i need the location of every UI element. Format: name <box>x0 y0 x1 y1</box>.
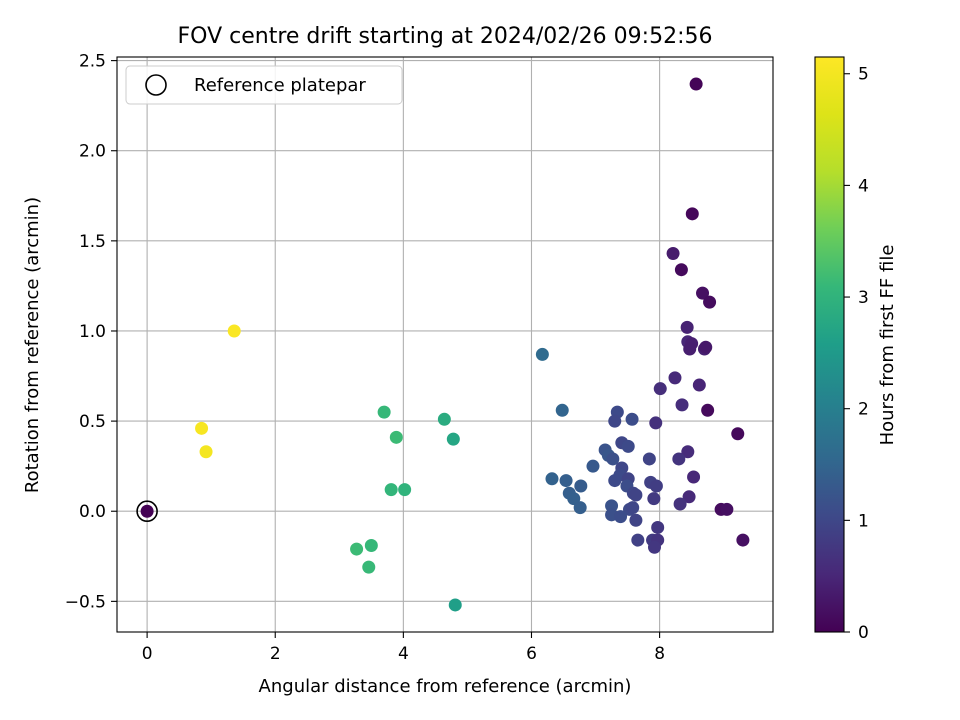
data-point <box>377 405 391 419</box>
reference-point-fill <box>140 504 154 518</box>
plot-frame <box>116 56 774 633</box>
data-point <box>446 432 460 446</box>
colorbar-tick-label: 4 <box>858 176 869 196</box>
data-point <box>682 490 696 504</box>
data-point <box>364 538 378 552</box>
data-point <box>384 483 398 497</box>
data-point <box>605 499 619 513</box>
colorbar-tick-label: 5 <box>858 65 869 85</box>
colorbar-tick-label: 0 <box>858 623 869 643</box>
legend: Reference platepar <box>125 65 403 105</box>
data-point <box>621 439 635 453</box>
y-tick-label: 0.5 <box>79 412 106 432</box>
data-point <box>668 371 682 385</box>
data-point <box>199 445 213 459</box>
y-tick-label: −0.5 <box>65 592 106 612</box>
data-point <box>398 483 412 497</box>
x-tick-label: 2 <box>270 644 281 664</box>
data-point <box>389 430 403 444</box>
x-tick-label: 8 <box>654 644 665 664</box>
y-axis-ticks: −0.5 0.0 0.5 1.0 1.5 2.0 2.5 <box>65 52 117 612</box>
data-point <box>649 479 663 493</box>
x-tick-label: 4 <box>398 644 409 664</box>
colorbar-tick-label: 3 <box>858 288 869 308</box>
y-tick-label: 2.0 <box>79 142 106 162</box>
data-point <box>448 598 462 612</box>
data-point <box>350 542 364 556</box>
data-point <box>680 320 694 334</box>
data-point <box>608 474 622 488</box>
y-tick-label: 0.0 <box>79 502 106 522</box>
data-point <box>687 470 701 484</box>
data-point <box>437 412 451 426</box>
data-point <box>586 459 600 473</box>
y-axis-label: Rotation from reference (arcmin) <box>22 197 43 493</box>
data-point <box>647 492 661 506</box>
data-point <box>608 414 622 428</box>
data-point <box>642 452 656 466</box>
legend-box <box>125 65 403 105</box>
data-point <box>362 560 376 574</box>
data-point <box>720 502 734 516</box>
data-point <box>699 340 713 354</box>
data-point <box>651 520 665 534</box>
data-point <box>701 403 715 417</box>
data-point <box>629 488 643 502</box>
data-point <box>673 497 687 511</box>
data-point <box>666 246 680 260</box>
data-point <box>574 479 588 493</box>
data-point <box>692 378 706 392</box>
x-tick-label: 0 <box>142 644 153 664</box>
data-point <box>653 382 667 396</box>
grid <box>117 57 773 632</box>
data-markers <box>136 77 750 612</box>
data-point <box>731 427 745 441</box>
data-point <box>672 452 686 466</box>
x-axis-label: Angular distance from reference (arcmin) <box>259 676 632 697</box>
y-tick-label: 1.5 <box>79 232 106 252</box>
data-point <box>545 472 559 486</box>
legend-marker-reference <box>145 74 167 96</box>
x-tick-label: 6 <box>526 644 537 664</box>
data-point <box>626 501 640 515</box>
data-point <box>567 492 581 506</box>
data-point <box>629 513 643 527</box>
colorbar <box>814 56 845 633</box>
colorbar-label: Hours from first FF file <box>877 245 898 446</box>
data-point <box>683 342 697 356</box>
data-point <box>631 533 645 547</box>
data-point <box>625 412 639 426</box>
x-axis-ticks: 0 2 4 6 8 <box>142 632 665 664</box>
y-tick-label: 2.5 <box>79 52 106 72</box>
chart-title: FOV centre drift starting at 2024/02/26 … <box>178 24 713 49</box>
colorbar-ticks: 0 1 2 3 4 5 <box>844 65 869 643</box>
data-point <box>559 474 573 488</box>
data-point <box>555 403 569 417</box>
data-point <box>614 510 628 524</box>
y-tick-label: 1.0 <box>79 322 106 342</box>
reference-point-ring <box>136 500 158 523</box>
data-point <box>685 207 699 221</box>
data-point <box>647 540 661 554</box>
data-point <box>736 533 750 547</box>
data-point <box>674 263 688 277</box>
data-point <box>573 501 587 515</box>
data-point <box>227 324 241 338</box>
data-point <box>535 347 549 361</box>
data-point <box>675 398 689 412</box>
colorbar-tick-label: 1 <box>858 511 869 531</box>
data-point <box>649 416 663 430</box>
data-point <box>703 295 717 309</box>
data-point <box>681 445 695 459</box>
data-point <box>606 452 620 466</box>
data-point <box>696 286 710 300</box>
colorbar-tick-label: 2 <box>858 400 869 420</box>
legend-label-reference-platepar: Reference platepar <box>194 75 366 96</box>
data-point <box>195 421 209 435</box>
data-point <box>689 77 703 91</box>
